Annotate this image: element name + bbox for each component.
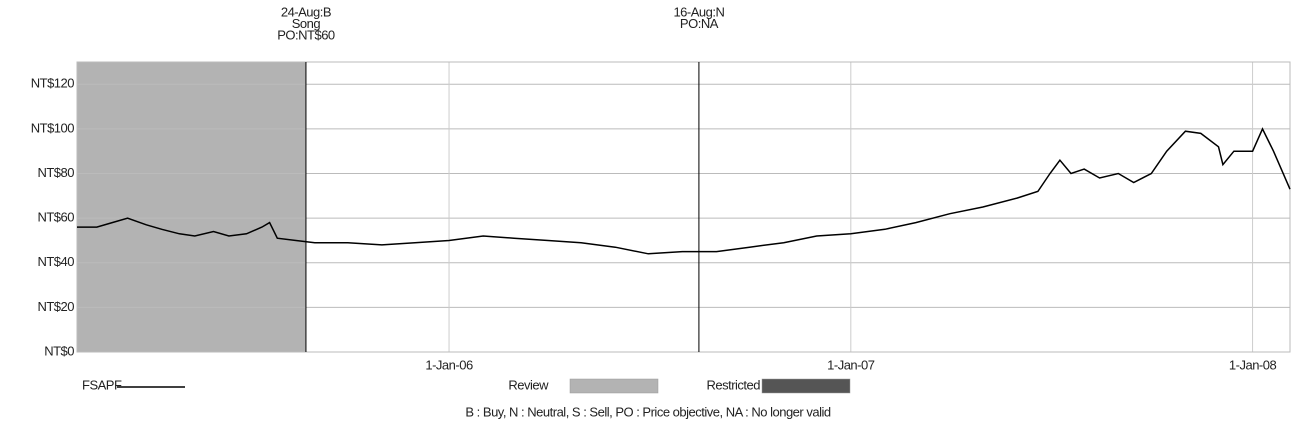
- footnote: B : Buy, N : Neutral, S : Sell, PO : Pri…: [465, 404, 830, 419]
- x-tick-label: 1-Jan-07: [827, 357, 875, 372]
- legend-label: Review: [508, 377, 549, 392]
- y-tick-label: NT$120: [31, 76, 75, 91]
- annotation-text: PO:NT$60: [277, 27, 335, 42]
- legend-label: FSAPF: [82, 377, 122, 392]
- review-band: [77, 62, 306, 352]
- legend-label: Restricted: [706, 377, 760, 392]
- x-tick-label: 1-Jan-06: [425, 357, 473, 372]
- y-tick-label: NT$0: [44, 343, 74, 358]
- y-tick-label: NT$60: [37, 210, 74, 225]
- plot-frame: [76, 61, 1291, 353]
- y-tick-label: NT$80: [37, 165, 74, 180]
- legend-swatch: [761, 378, 851, 394]
- y-tick-label: NT$40: [37, 254, 74, 269]
- annotation-text: 24-Aug:B: [281, 4, 331, 19]
- y-tick-label: NT$20: [37, 299, 74, 314]
- annotation-text: PO:NA: [680, 16, 719, 31]
- y-tick-label: NT$100: [31, 120, 75, 135]
- price-line: [77, 127, 1291, 255]
- legend-swatch: [569, 378, 659, 394]
- annotation-text: Song: [292, 16, 321, 31]
- x-tick-label: 1-Jan-08: [1229, 357, 1277, 372]
- annotation-text: 16-Aug:N: [673, 4, 724, 19]
